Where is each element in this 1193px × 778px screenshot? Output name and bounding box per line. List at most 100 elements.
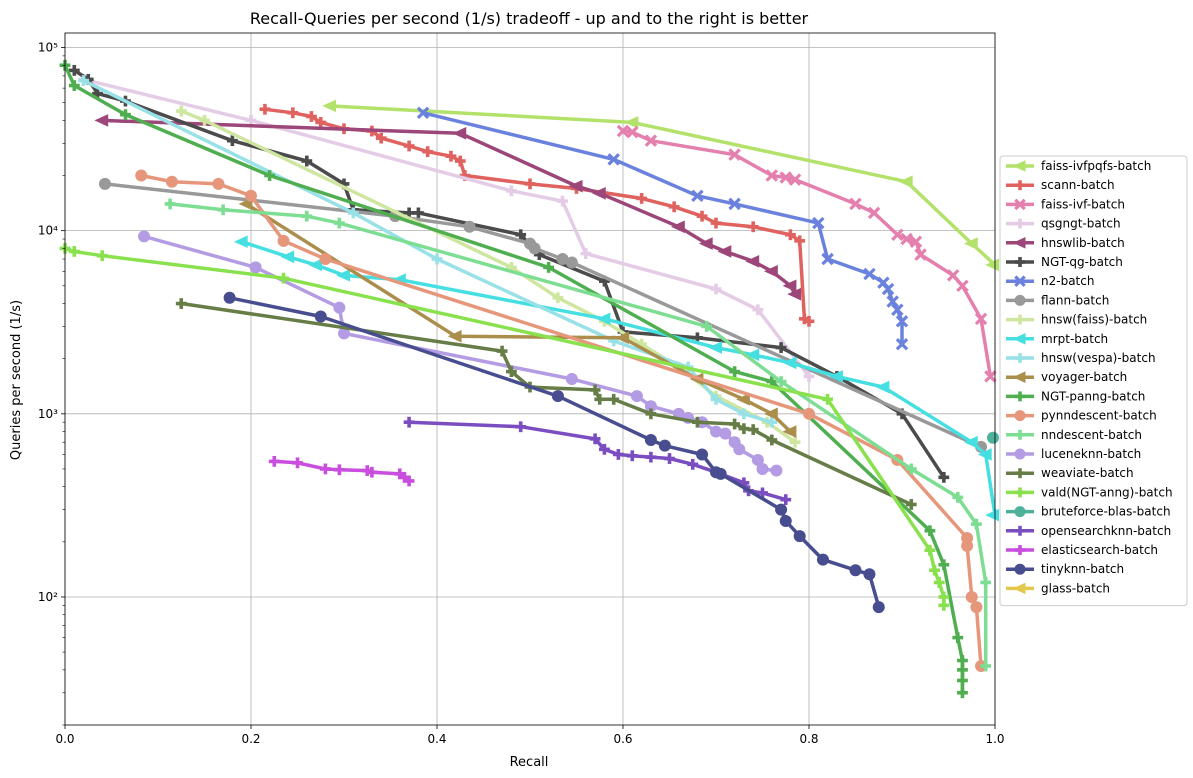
data-point: [447, 329, 462, 343]
data-point: [756, 462, 769, 475]
data-point: [816, 553, 829, 566]
data-point: [728, 148, 741, 161]
data-point: [905, 463, 917, 475]
data-point: [506, 185, 517, 197]
data-point: [956, 279, 969, 293]
data-point: [630, 390, 643, 403]
data-point: [924, 544, 936, 556]
data-point: [733, 443, 746, 456]
data-point: [333, 217, 345, 229]
data-point: [268, 455, 280, 467]
data-point: [914, 248, 927, 261]
y-tick-label: 10³: [38, 407, 58, 421]
legend-entry: nndescent-batch: [1006, 428, 1142, 442]
data-point: [946, 269, 960, 282]
data-point: [766, 434, 778, 446]
data-point: [977, 448, 992, 461]
legend-label: faiss-ivf-batch: [1041, 197, 1125, 211]
data-point: [803, 371, 815, 382]
data-point: [1014, 198, 1026, 211]
data-point: [445, 150, 457, 162]
legend-label: hnsw(faiss)-batch: [1041, 313, 1147, 327]
data-point: [452, 127, 467, 140]
data-point: [891, 228, 904, 241]
data-point: [849, 564, 862, 577]
data-point: [68, 64, 80, 76]
data-point: [881, 282, 895, 296]
data-point: [696, 448, 709, 461]
data-point: [764, 264, 778, 278]
data-point: [692, 416, 703, 428]
data-point: [980, 577, 992, 588]
data-point: [292, 457, 303, 469]
legend-label: qsgngt-batch: [1041, 217, 1121, 231]
data-point: [671, 220, 685, 234]
data-point: [952, 632, 964, 644]
legend-entry: hnswlib-batch: [1006, 236, 1125, 250]
data-point: [68, 246, 80, 257]
data-point: [710, 393, 722, 405]
data-point: [612, 449, 624, 460]
data-point: [729, 366, 740, 378]
data-point: [687, 458, 699, 470]
data-point: [779, 171, 792, 184]
series-elasticsearch-batch: [268, 455, 415, 487]
legend-label: voyager-batch: [1041, 370, 1127, 384]
legend-entry: voyager-batch: [1006, 370, 1127, 384]
data-point: [528, 242, 541, 255]
legend-entry: hnsw(faiss)-batch: [1006, 313, 1147, 327]
legend-label: glass-batch: [1041, 581, 1110, 595]
data-point: [199, 114, 210, 126]
data-point: [751, 453, 764, 466]
data-point: [984, 370, 997, 383]
y-tick-label: 10⁴: [38, 224, 58, 238]
data-point: [1012, 160, 1026, 172]
data-point: [135, 169, 148, 182]
data-point: [644, 134, 658, 147]
data-point: [957, 664, 968, 676]
data-point: [803, 315, 815, 327]
data-point: [765, 169, 779, 182]
data-point: [1015, 468, 1025, 479]
data-point: [714, 467, 727, 480]
data-point: [782, 356, 797, 370]
legend-entry: vald(NGT-anng)-batch: [1006, 485, 1173, 499]
data-point: [524, 178, 536, 190]
data-point: [782, 279, 797, 293]
data-point: [668, 201, 680, 213]
data-point: [794, 235, 806, 247]
data-point: [729, 418, 740, 430]
data-point: [1014, 410, 1026, 422]
legend-label: tinyknn-batch: [1041, 562, 1124, 576]
data-point: [789, 436, 801, 448]
series-nndescent-batch: [164, 198, 992, 672]
data-point: [738, 423, 750, 435]
series-layer: [59, 59, 999, 699]
series-vald(NGT-anng)-batch: [59, 243, 950, 611]
data-point: [580, 248, 592, 259]
data-point: [957, 675, 968, 686]
data-point: [963, 435, 978, 449]
data-point: [644, 433, 657, 446]
data-point: [895, 337, 909, 351]
x-axis-title: Recall: [510, 755, 549, 770]
data-point: [78, 75, 89, 86]
series-line: [179, 109, 797, 444]
data-point: [306, 111, 317, 122]
legend-entry: n2-batch: [1006, 274, 1094, 288]
data-point: [965, 590, 978, 603]
data-point: [301, 155, 313, 167]
data-point: [245, 114, 257, 126]
data-point: [319, 253, 332, 266]
y-tick-label: 10⁵: [38, 41, 58, 55]
data-point: [589, 433, 601, 445]
legend-entry: faiss-ivfpqfs-batch: [1006, 159, 1151, 173]
data-point: [867, 206, 881, 220]
x-tick-label: 0.6: [613, 732, 632, 746]
data-point: [1014, 275, 1026, 288]
legend-label: mrpt-batch: [1041, 332, 1108, 346]
data-point: [249, 261, 262, 274]
data-point: [96, 250, 108, 262]
data-point: [747, 221, 759, 233]
